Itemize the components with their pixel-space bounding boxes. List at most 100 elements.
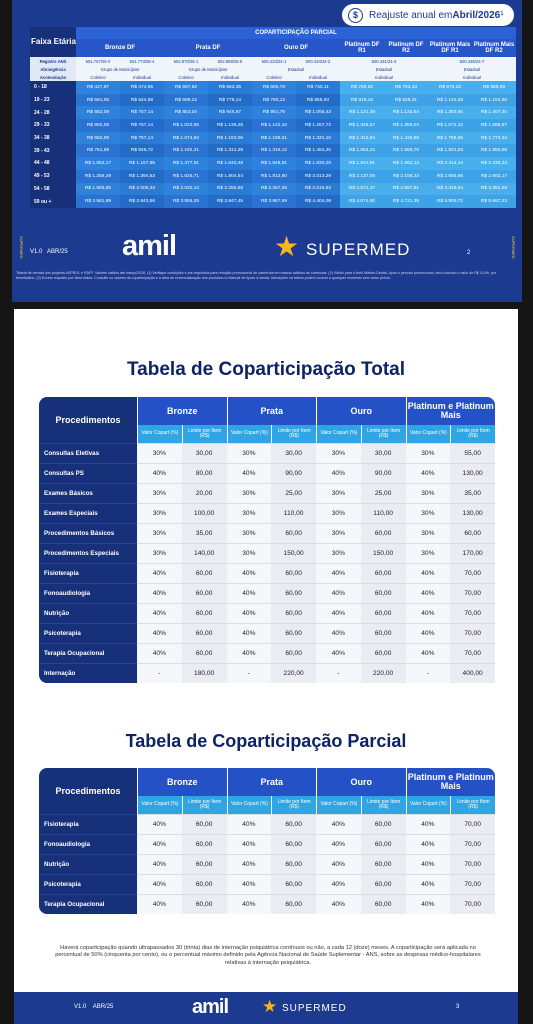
price-cell: R$ 2.516,62 (296, 182, 340, 196)
table-cell: - (405, 663, 451, 683)
table-cell: 60,00 (271, 874, 316, 894)
table-row: Consultas Eletivas 30% 30,00 30% 30,00 30% 30,… (39, 443, 495, 463)
table-cell: 40% (316, 603, 361, 623)
table-cell: 30% (316, 443, 361, 463)
table-cell: 130,00 (450, 463, 495, 483)
side-note-right: SUPERMED (511, 236, 516, 259)
valor-copart-header: Valor Copart (%) (226, 425, 272, 443)
price-cell: R$ 1.554,24 (340, 144, 384, 158)
table-cell: 80,00 (181, 463, 227, 483)
age-range-cell: 39 - 43 (30, 144, 76, 158)
price-cell: R$ 1.755,95 (428, 131, 472, 145)
table-row: Terapia Ocupacional 40% 60,00 40% 60,00 40% 60… (39, 894, 495, 914)
price-cell: R$ 919,16 (340, 93, 384, 107)
procedure-name: Exames Básicos (39, 483, 137, 503)
price-cell: R$ 1.464,20 (296, 144, 340, 158)
price-cell: R$ 1.331,10 (296, 131, 340, 145)
price-cell: R$ 1.625,71 (164, 169, 208, 183)
footer-version: V1.0 ABR/25 (74, 1004, 114, 1010)
price-cell: R$ 2.013,29 (296, 169, 340, 183)
badge-suffix: ¹ (500, 9, 504, 21)
price-cell: R$ 581,05 (76, 93, 120, 107)
table-cell: 60,00 (181, 874, 227, 894)
table-cell: 40% (405, 563, 451, 583)
price-cell: R$ 3.967,69 (252, 195, 296, 208)
price-cell: R$ 1.640,48 (208, 157, 252, 170)
price-cell: R$ 780,12 (252, 93, 296, 107)
table-cell: 70,00 (450, 814, 495, 834)
meta-cell: 500.435/24-7 (428, 57, 516, 65)
table-cell: 40% (316, 834, 361, 854)
table-row: Exames Básicos 30% 20,00 30% 25,00 30% 25,00 30… (39, 483, 495, 503)
table-cell: 40% (226, 894, 272, 914)
table-cell: 30% (405, 443, 451, 463)
table-cell: 60,00 (181, 834, 227, 854)
procedure-name: Fisioterapia (39, 814, 137, 834)
table-cell: 40% (137, 643, 182, 663)
table-cell: 40% (226, 874, 272, 894)
procedure-name: Internação (39, 663, 137, 683)
valor-copart-header: Valor Copart (%) (405, 796, 451, 814)
price-cell: R$ 761,89 (76, 144, 120, 158)
meta-cell: Coletivo (164, 73, 208, 81)
table-cell: 40% (137, 894, 182, 914)
price-cell: R$ 2.697,91 (384, 182, 428, 196)
table-cell: 30% (316, 523, 361, 543)
table-cell: 170,00 (450, 543, 495, 563)
table-row: 29 - 33 R$ 682,09 R$ 757,14 R$ 1.023,65 R$ 1… (30, 119, 516, 132)
table-cell: 40% (316, 854, 361, 874)
table-cell: - (226, 663, 272, 683)
price-cell: R$ 976,32 (428, 81, 472, 94)
table-cell: 70,00 (450, 874, 495, 894)
table-cell: 60,00 (360, 894, 406, 914)
price-cell: R$ 1.345,67 (340, 119, 384, 132)
table-cell: 60,00 (360, 603, 406, 623)
table-cell: 40% (405, 583, 451, 603)
table-cell: 30% (405, 543, 451, 563)
table-cell: 60,00 (360, 874, 406, 894)
valor-copart-header: Valor Copart (%) (316, 796, 361, 814)
table-cell: 60,00 (450, 523, 495, 543)
table-cell: 40% (405, 623, 451, 643)
table-cell: 60,00 (360, 643, 406, 663)
meta-label: Acomodação (30, 73, 76, 81)
table-cell: 30% (137, 523, 182, 543)
reajuste-badge: $ Reajuste anual em Abril/2026 ¹ (342, 4, 514, 26)
price-cell: R$ 1.121,39 (340, 106, 384, 120)
price-cell: R$ 2.655,86 (428, 169, 472, 183)
table-row: Psicoterapia 40% 60,00 40% 60,00 40% 60,00 40% 7… (39, 623, 495, 643)
table-cell: 30% (137, 443, 182, 463)
table-cell: 70,00 (450, 603, 495, 623)
table-cell: 60,00 (271, 814, 316, 834)
table-row: Fonoaudiologia 40% 60,00 40% 60,00 40% 60,00 40… (39, 583, 495, 603)
table-coparticipacao-parcial: Procedimentos Bronze Prata Ouro Platinum… (39, 768, 495, 914)
table-cell: 40% (137, 623, 182, 643)
price-cell: R$ 2.255,68 (208, 182, 252, 196)
procedure-name: Psicoterapia (39, 874, 137, 894)
meta-cell: 502.869/25-8 (208, 57, 252, 65)
price-cell: R$ 1.056,43 (296, 106, 340, 120)
table-cell: 130,00 (450, 503, 495, 523)
price-cell: R$ 5.867,23 (472, 195, 516, 208)
table-cell: 40% (226, 603, 272, 623)
price-table-page: $ Reajuste anual em Abril/2026 ¹ Faixa E… (12, 0, 522, 302)
table-cell: 30% (226, 483, 272, 503)
meta-cell: Estadual (428, 65, 516, 73)
table-cell: 60,00 (181, 854, 227, 874)
procedure-name: Fisioterapia (39, 563, 137, 583)
table-row: Nutrição 40% 60,00 40% 60,00 40% 60,00 40% 70,00 (39, 854, 495, 874)
table-cell: 30,00 (360, 443, 406, 463)
footer-version: V1.0 ABR/25 (30, 249, 68, 255)
table-row: 44 - 48 R$ 1.052,17 R$ 1.167,95 R$ 1.477,91… (30, 157, 516, 170)
valor-copart-header: Valor Copart (%) (137, 425, 182, 443)
price-cell: R$ 3.556,26 (164, 195, 208, 208)
limite-item-header: Limite por Item (R$) (271, 425, 316, 443)
price-cell: R$ 1.167,95 (120, 157, 164, 170)
table-cell: 60,00 (360, 623, 406, 643)
price-cell: R$ 1.950,66 (472, 144, 516, 158)
star-icon: ★ (274, 231, 300, 262)
table-cell: 40% (226, 854, 272, 874)
table-row: Consultas PS 40% 80,00 40% 90,00 40% 90,00 40% 1… (39, 463, 495, 483)
meta-row: Acomodação Coletivo Individual Coletivo Indi… (30, 73, 516, 81)
table-cell: 40% (226, 643, 272, 663)
